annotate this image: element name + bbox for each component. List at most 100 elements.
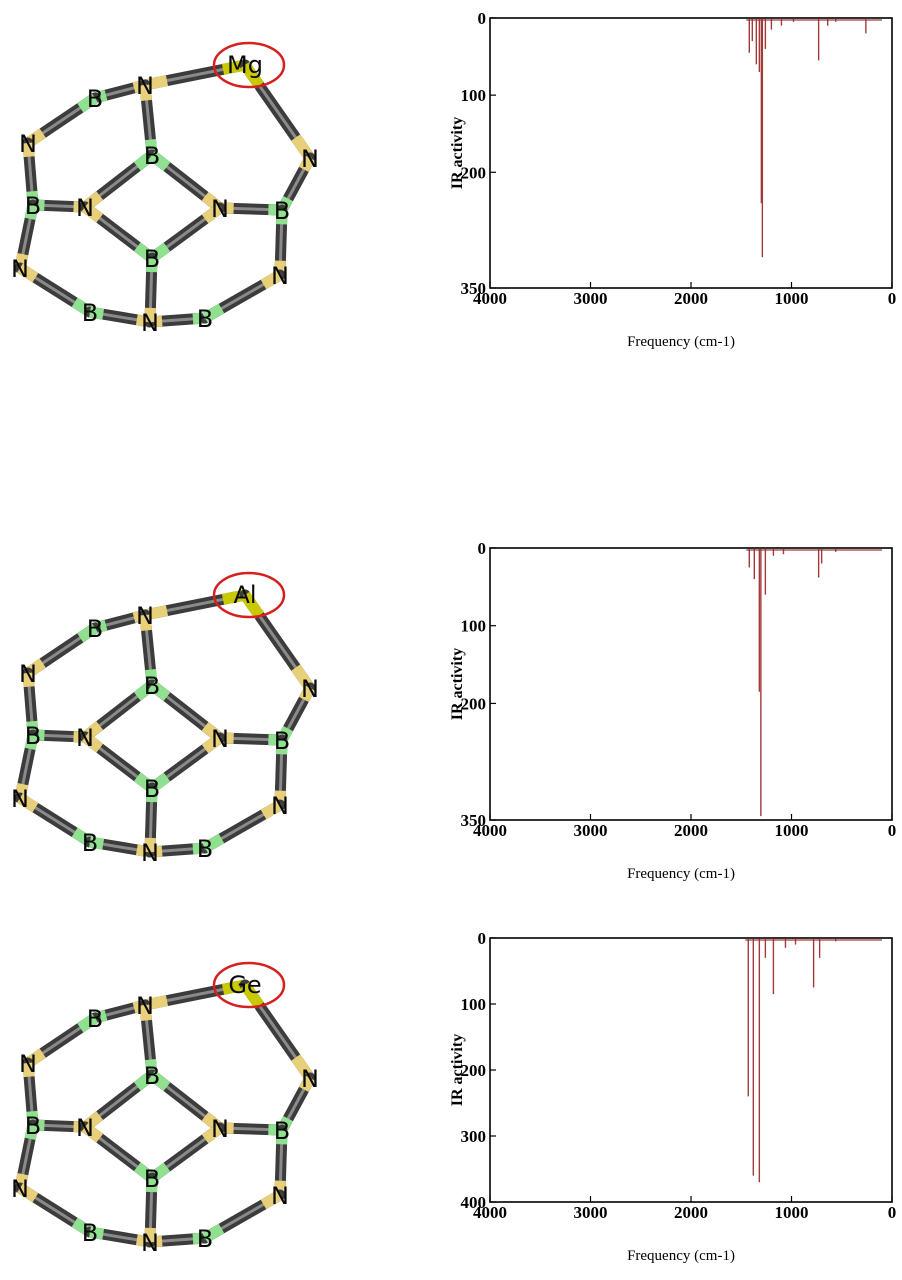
- bond-end: [298, 155, 315, 173]
- atom-label-boron: B: [144, 672, 160, 700]
- bond-end: [22, 1062, 35, 1078]
- x-tick-label: 3000: [574, 821, 608, 840]
- atom-label-nitrogen: N: [141, 309, 159, 337]
- bond-end: [240, 61, 264, 89]
- x-tick-label: 2000: [674, 289, 708, 308]
- y-axis-title: IR activity: [449, 1034, 466, 1106]
- atom-label-boron: B: [25, 1112, 41, 1140]
- atom-label-nitrogen: N: [301, 1065, 319, 1093]
- bond-end: [89, 306, 105, 320]
- x-tick-label: 3000: [574, 1203, 608, 1222]
- y-tick-label: 350: [461, 811, 487, 830]
- bond-end: [24, 1123, 39, 1140]
- atom-label-boron: B: [25, 192, 41, 220]
- bond-end: [17, 1183, 39, 1203]
- bond-end: [77, 1013, 99, 1033]
- atom-label-nitrogen: N: [76, 1114, 94, 1142]
- bond-end: [240, 591, 264, 619]
- y-tick-label: 400: [461, 1193, 487, 1212]
- y-tick-label: 0: [478, 9, 487, 28]
- atom-label-al: Al: [233, 581, 256, 609]
- bond-end: [260, 1190, 283, 1210]
- atom-label-boron: B: [82, 1219, 98, 1247]
- atom-label-nitrogen: N: [136, 72, 154, 100]
- bond-end: [201, 1123, 224, 1144]
- x-tick-label: 4000: [473, 1203, 507, 1222]
- atom-label-nitrogen: N: [19, 660, 37, 688]
- atom-label-nitrogen: N: [211, 1115, 229, 1143]
- y-tick-label: 100: [461, 617, 487, 636]
- y-axis-title: IR activity: [449, 117, 466, 189]
- atom-label-nitrogen: N: [11, 255, 29, 283]
- x-tick-label: 0: [888, 289, 897, 308]
- x-axis-title: Frequency (cm-1): [627, 1248, 735, 1264]
- atom-label-nitrogen: N: [301, 675, 319, 703]
- x-tick-label: 0: [888, 821, 897, 840]
- atom-label-nitrogen: N: [19, 130, 37, 158]
- bond-end: [148, 150, 171, 171]
- atom-label-ge: Ge: [228, 971, 261, 999]
- bond-end: [89, 836, 105, 850]
- highlight-ring: [212, 571, 286, 619]
- bond-end: [77, 93, 99, 113]
- atom-label-boron: B: [82, 829, 98, 857]
- atom-label-nitrogen: N: [141, 839, 159, 867]
- x-tick-label: 2000: [674, 1203, 708, 1222]
- x-tick-label: 1000: [775, 1203, 809, 1222]
- bond-end: [77, 623, 99, 643]
- atom-label-boron: B: [274, 1117, 290, 1145]
- y-tick-label: 200: [461, 1061, 487, 1080]
- atom-label-mg: Mg: [227, 51, 263, 79]
- atom-label-boron: B: [82, 299, 98, 327]
- y-tick-label: 100: [461, 86, 487, 105]
- atom-label-nitrogen: N: [301, 145, 319, 173]
- y-tick-label: 350: [461, 279, 487, 298]
- atom-label-boron: B: [25, 722, 41, 750]
- bond-end: [202, 303, 225, 323]
- bond-end: [202, 1223, 225, 1243]
- x-tick-label: 1000: [775, 821, 809, 840]
- y-tick-label: 100: [461, 995, 487, 1014]
- atom-label-boron: B: [144, 142, 160, 170]
- y-tick-label: 0: [478, 539, 487, 558]
- plot-frame: [489, 547, 893, 821]
- atom-label-nitrogen: N: [76, 194, 94, 222]
- atom-label-boron: B: [87, 615, 103, 643]
- atom-label-nitrogen: N: [76, 724, 94, 752]
- bond-end: [139, 1004, 153, 1021]
- atom-label-boron: B: [274, 197, 290, 225]
- atom-label-boron: B: [197, 835, 213, 863]
- bond-end: [260, 270, 283, 290]
- x-tick-label: 0: [888, 1203, 897, 1222]
- panel-al: N Al B N N B B N N B B N N B N B 0 100 200 350 4000 3000 2000…: [0, 530, 902, 900]
- bond-end: [201, 733, 224, 754]
- bond-end: [89, 1226, 105, 1240]
- atom-label-nitrogen: N: [11, 785, 29, 813]
- atom-label-boron: B: [87, 85, 103, 113]
- x-tick-label: 1000: [775, 289, 809, 308]
- x-tick-label: 2000: [674, 821, 708, 840]
- atom-label-boron: B: [144, 1165, 160, 1193]
- atom-label-nitrogen: N: [19, 1050, 37, 1078]
- x-tick-label: 3000: [574, 289, 608, 308]
- atom-label-nitrogen: N: [211, 725, 229, 753]
- plot-frame: [489, 17, 893, 289]
- bond-end: [139, 84, 153, 101]
- bond-end: [81, 202, 104, 223]
- bond-end: [17, 793, 39, 813]
- atom-label-boron: B: [274, 727, 290, 755]
- bond-end: [22, 142, 35, 158]
- bond-end: [24, 203, 39, 220]
- atom-label-boron: B: [197, 305, 213, 333]
- bond-end: [81, 732, 104, 753]
- bond-end: [240, 981, 264, 1009]
- atom-label-nitrogen: N: [271, 262, 289, 290]
- bond-end: [298, 1075, 315, 1093]
- x-tick-label: 4000: [473, 821, 507, 840]
- plot-frame: [489, 937, 893, 1203]
